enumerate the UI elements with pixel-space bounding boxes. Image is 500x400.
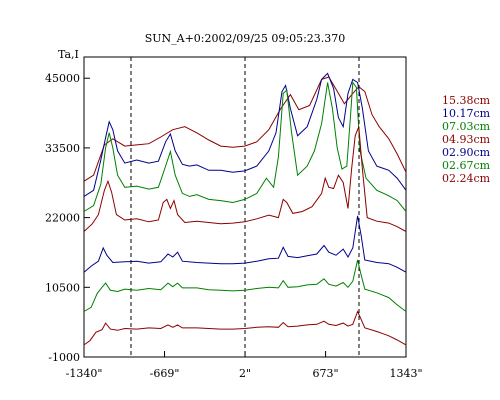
series-lines xyxy=(83,72,407,346)
series-line-02.24cm xyxy=(83,310,407,346)
y-tick-labels: 45000 33500 22000 10500 -1000 xyxy=(45,72,90,364)
y-tick-label: 10500 xyxy=(45,281,80,294)
series-line-02.67cm xyxy=(83,259,407,312)
y-tick-label: 33500 xyxy=(45,142,80,155)
y-axis-label: Ta,I xyxy=(58,48,79,61)
legend: 15.38cm10.17cm07.03cm04.93cm02.90cm02.67… xyxy=(442,94,491,185)
legend-entry: 02.90cm xyxy=(442,146,491,159)
chart-title: SUN_A+0:2002/09/25 09:05:23.370 xyxy=(145,32,346,45)
legend-entry: 15.38cm xyxy=(442,94,491,107)
x-tick-label: -1340" xyxy=(66,367,103,380)
legend-entry: 07.03cm xyxy=(442,120,491,133)
x-tick-label: 1343" xyxy=(389,367,422,380)
x-tick-label: 2" xyxy=(239,367,251,380)
legend-entry: 02.24cm xyxy=(442,172,491,185)
x-tick-label: 673" xyxy=(313,367,339,380)
series-line-02.90cm xyxy=(83,215,407,273)
series-line-04.93cm xyxy=(83,126,407,232)
dashed-markers xyxy=(130,57,360,357)
legend-entry: 04.93cm xyxy=(442,133,491,146)
y-tick-label: -1000 xyxy=(48,351,80,364)
y-tick-label: 22000 xyxy=(45,212,80,225)
x-tick-labels: -1340" -669" 2" 673" 1343" xyxy=(66,351,423,380)
series-line-10.17cm xyxy=(83,72,407,197)
y-tick-label: 45000 xyxy=(45,72,80,85)
series-line-07.03cm xyxy=(83,81,407,212)
legend-entry: 10.17cm xyxy=(442,107,491,120)
x-tick-label: -669" xyxy=(150,367,180,380)
series-line-15.38cm xyxy=(83,76,407,182)
legend-entry: 02.67cm xyxy=(442,159,491,172)
